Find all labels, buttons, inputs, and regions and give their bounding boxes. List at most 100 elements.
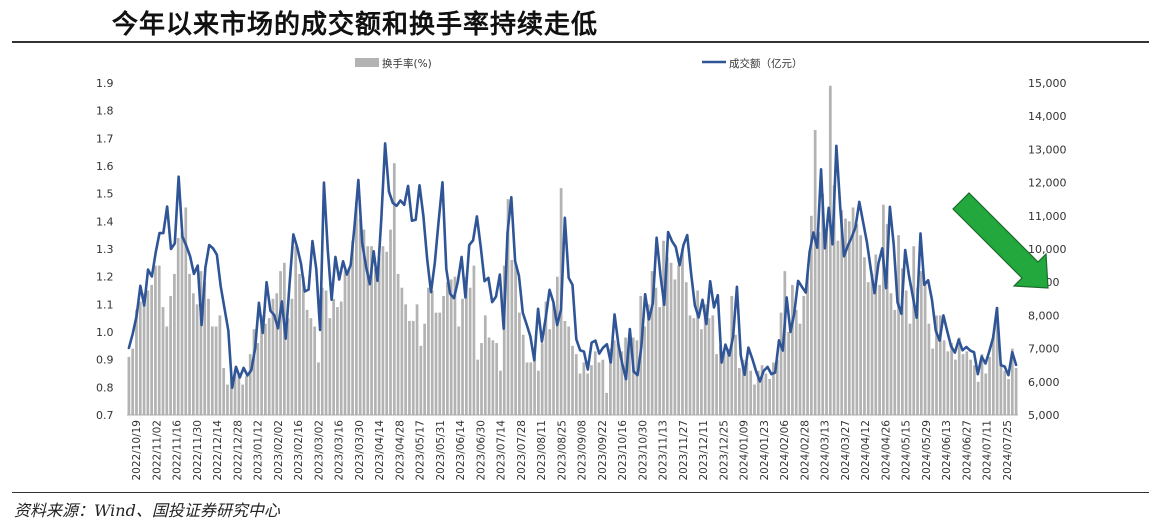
x-axis-tick-label: 2023/11/27 [678, 420, 690, 481]
turnover-rate-bar [578, 373, 582, 415]
x-axis-tick-label: 2023/02/02 [273, 420, 285, 481]
turnover-rate-bar [184, 207, 188, 415]
turnover-rate-bar [904, 290, 908, 415]
turnover-rate-bar [362, 229, 366, 415]
turnover-rate-bar [794, 309, 798, 415]
turnover-rate-bar [692, 318, 696, 415]
turnover-rate-bar [480, 343, 483, 415]
turnover-rate-bar [199, 271, 203, 415]
turnover-rate-bar [377, 257, 381, 415]
turnover-rate-bar [1014, 367, 1018, 415]
turnover-rate-bar [317, 362, 320, 415]
legend-label-turnover-amount: 成交额（亿元） [729, 57, 803, 70]
x-axis-tick-label: 2023/06/30 [475, 420, 487, 481]
turnover-rate-bar [294, 246, 298, 415]
turnover-rate-bar [900, 268, 904, 415]
turnover-rate-bar [525, 362, 529, 415]
turnover-rate-bar [719, 345, 722, 415]
turnover-rate-bar [885, 224, 889, 415]
turnover-rate-bar [760, 365, 764, 415]
turnover-rate-bar [847, 221, 851, 415]
turnover-rate-bar [946, 351, 950, 415]
turnover-rate-bar [931, 348, 935, 415]
turnover-rate-bar [252, 329, 256, 415]
source-note: 资料来源：Wind、国投证券研究中心 [14, 501, 280, 520]
x-axis-tick-label: 2023/05/17 [415, 420, 427, 481]
turnover-rate-bar [859, 235, 863, 415]
turnover-rate-bar [241, 384, 245, 415]
x-axis-tick-label: 2023/11/13 [658, 420, 670, 481]
turnover-rate-bar [787, 332, 790, 415]
turnover-rate-bar [264, 323, 267, 415]
x-axis-tick-label: 2023/02/16 [293, 420, 305, 481]
turnover-rate-bar [654, 287, 658, 415]
turnover-rate-bar [984, 373, 988, 415]
turnover-rate-bar [586, 373, 590, 415]
turnover-rate-bar [328, 318, 332, 415]
page-title: 今年以来市场的成交额和换手率持续走低 [112, 10, 599, 40]
turnover-rate-bar [999, 362, 1003, 415]
turnover-rate-bar [135, 309, 138, 415]
x-axis-tick-label: 2023/07/28 [516, 420, 528, 481]
footer-divider [12, 492, 1149, 493]
turnover-rate-bar [191, 293, 195, 415]
right-axis-tick-label: 10,000 [1028, 243, 1067, 256]
x-axis-tick-label: 2023/04/14 [374, 420, 386, 481]
x-axis-tick-label: 2022/10/19 [131, 420, 143, 481]
x-axis-tick-label: 2024/01/23 [759, 420, 771, 481]
turnover-rate-bar [351, 240, 354, 415]
turnover-rate-bar [969, 359, 972, 415]
turnover-rate-bar [980, 354, 984, 415]
left-axis-tick-label: 1.4 [96, 215, 114, 228]
x-axis-tick-label: 2024/04/26 [880, 420, 892, 481]
turnover-rate-bar [256, 343, 260, 415]
turnover-rate-bar [226, 384, 229, 415]
turnover-rate-bar [908, 323, 912, 415]
x-axis-tick-label: 2023/06/14 [455, 420, 467, 481]
turnover-rate-bar [324, 290, 328, 415]
x-axis-tick-label: 2022/11/02 [151, 420, 163, 481]
right-axis-tick-label: 8,000 [1028, 309, 1060, 322]
turnover-rate-bar [438, 312, 442, 415]
x-axis-tick-label: 2023/04/28 [394, 420, 406, 481]
turnover-rate-bar [495, 343, 499, 415]
turnover-rate-bar [275, 293, 279, 415]
turnover-rate-bar [791, 284, 794, 415]
turnover-rate-bar [768, 379, 772, 415]
x-axis-tick-label: 2023/10/16 [617, 420, 629, 481]
turnover-rate-bar [582, 362, 586, 415]
turnover-rate-bar [711, 315, 715, 415]
turnover-rate-bar [590, 365, 593, 415]
left-axis-tick-label: 1.6 [96, 160, 114, 173]
turnover-rate-bar [415, 304, 419, 415]
x-axis-tick-label: 2023/08/11 [536, 420, 548, 481]
x-axis-tick-label: 2022/12/28 [232, 420, 244, 481]
turnover-rate-bar [643, 326, 646, 415]
turnover-rate-bar [817, 232, 821, 415]
turnover-rate-bar [874, 254, 878, 415]
turnover-rate-bar [798, 323, 802, 415]
x-axis-tick-label: 2022/11/16 [172, 420, 184, 481]
turnover-rate-bar [461, 298, 464, 415]
turnover-rate-bar [597, 362, 601, 415]
turnover-rate-bar [457, 326, 461, 415]
turnover-rate-bar [988, 356, 991, 415]
turnover-rate-bar [574, 354, 578, 415]
turnover-rate-bar [870, 273, 874, 415]
right-axis-tick-label: 7,000 [1028, 343, 1060, 356]
turnover-rate-bar [411, 320, 415, 415]
turnover-rate-bar [222, 367, 226, 415]
turnover-rate-bar [863, 257, 866, 415]
turnover-rate-bar [446, 282, 449, 415]
turnover-rate-bar [282, 262, 286, 415]
turnover-rate-bar [813, 130, 817, 415]
turnover-rate-bar [355, 201, 358, 415]
turnover-rate-bar [419, 345, 423, 415]
left-axis-tick-label: 1.2 [96, 271, 114, 284]
right-axis-tick-label: 15,000 [1028, 77, 1067, 90]
x-axis-tick-label: 2023/03/30 [354, 420, 366, 481]
turnover-rate-bar [548, 329, 552, 415]
x-axis-tick-label: 2023/12/11 [698, 420, 710, 481]
turnover-rate-bar [165, 326, 169, 415]
turnover-rate-bar [423, 323, 426, 415]
